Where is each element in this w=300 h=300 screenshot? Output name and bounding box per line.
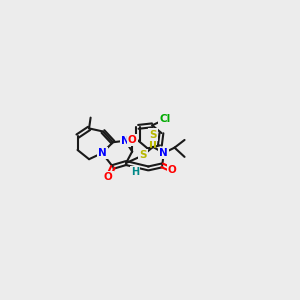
Text: N: N xyxy=(98,148,106,158)
Text: S: S xyxy=(149,130,157,140)
Text: Cl: Cl xyxy=(160,114,171,124)
Text: O: O xyxy=(128,135,136,145)
Text: O: O xyxy=(104,172,113,182)
Text: H: H xyxy=(131,167,139,176)
Text: S: S xyxy=(139,150,147,160)
Text: O: O xyxy=(168,165,177,175)
Text: N: N xyxy=(121,136,130,146)
Text: N: N xyxy=(159,148,168,158)
